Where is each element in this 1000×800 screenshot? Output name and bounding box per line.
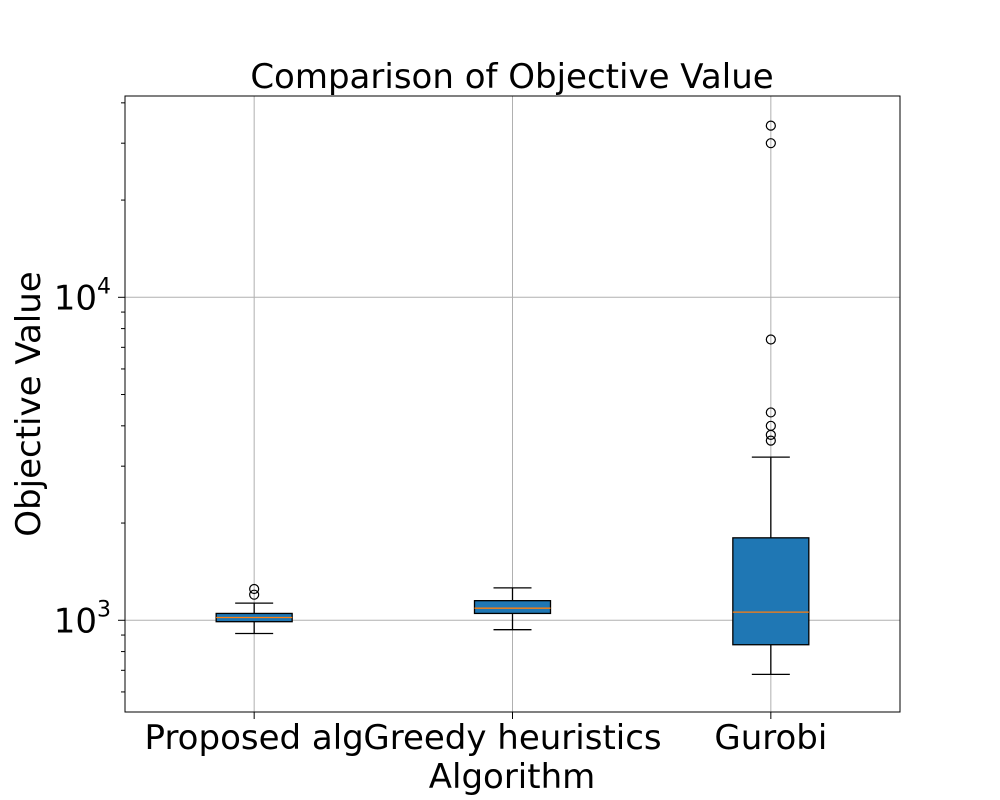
x-tick-label: Gurobi (714, 718, 827, 758)
outlier-point (249, 583, 260, 595)
outlier-point (765, 435, 776, 446)
outlier-point (765, 407, 776, 418)
box-iqr (732, 537, 810, 646)
y-ticks: 103 104 (54, 274, 125, 641)
box-iqr (473, 600, 552, 615)
box-2 (732, 120, 810, 676)
outlier-point (765, 334, 776, 345)
box-0 (215, 583, 293, 635)
y-axis-label: Objective Value (9, 271, 49, 536)
x-tick-label: Greedy heuristics (363, 718, 661, 758)
outlier-point (249, 589, 260, 600)
outlier-point (765, 120, 776, 131)
chart-title: Comparison of Objective Value (250, 57, 773, 97)
outlier-point (765, 420, 776, 431)
x-axis-label: Algorithm (429, 757, 596, 797)
minor-ticks (121, 102, 125, 693)
boxes (215, 120, 810, 676)
x-ticks: Proposed alg Greedy heuristics Gurobi (145, 712, 827, 758)
x-tick-label: Proposed alg (145, 718, 364, 758)
box-1 (473, 587, 552, 631)
y-tick-label: 104 (54, 274, 111, 318)
y-tick-label: 103 (54, 597, 111, 641)
outlier-point (765, 138, 776, 149)
